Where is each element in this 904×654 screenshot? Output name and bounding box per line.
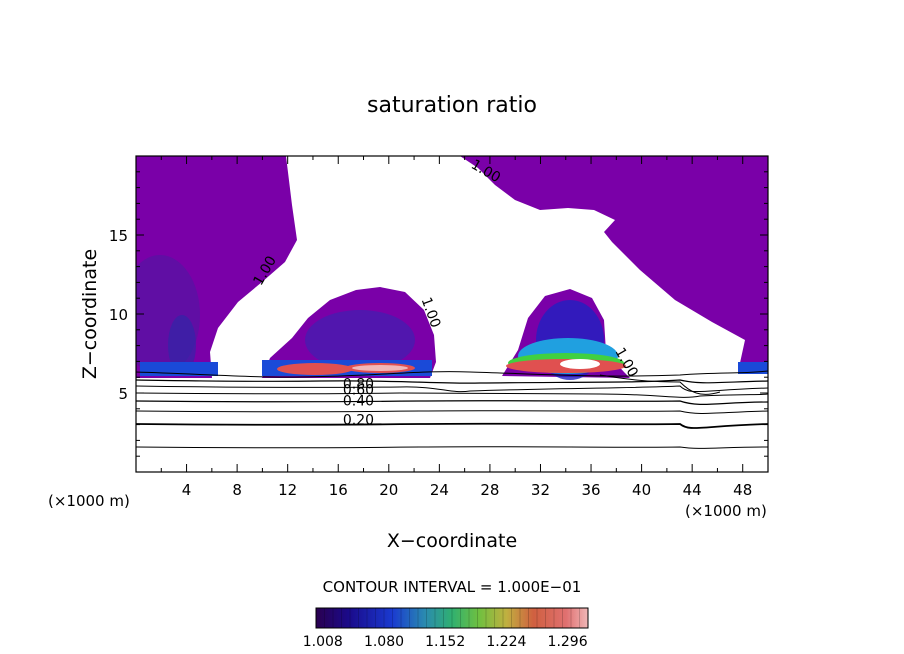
x-tick-label: 20 — [379, 481, 398, 499]
contour-interval-text: CONTOUR INTERVAL = 1.000E−01 — [323, 578, 582, 596]
x-tick-label: 36 — [581, 481, 600, 499]
saturated-region-right — [460, 156, 768, 372]
cloud-core-1 — [305, 310, 415, 370]
x-tick-label: 24 — [430, 481, 449, 499]
x-tick-label: 12 — [278, 481, 297, 499]
colorbar — [315, 607, 589, 629]
x-tick-label: 16 — [329, 481, 348, 499]
colorbar-ticks: 1.008 1.080 1.152 1.224 1.296 — [303, 608, 588, 650]
y-axis: 5 10 15 — [109, 171, 768, 457]
cloud-core-1 — [277, 363, 353, 375]
contour-label: 0.40 — [343, 394, 374, 410]
x-tick-label: 32 — [531, 481, 550, 499]
x-tick-label: 48 — [733, 481, 752, 499]
region-shading — [738, 362, 768, 374]
contour-label: 0.80 — [343, 376, 374, 392]
x-tick-label: 4 — [182, 481, 192, 499]
cloud-core-2 — [560, 359, 600, 369]
colorbar-tick-label: 1.296 — [548, 634, 588, 650]
x-unit-left: (×1000 m) — [48, 492, 130, 510]
cloud-core-1 — [352, 365, 408, 371]
x-tick-label: 44 — [683, 481, 702, 499]
colorbar-tick-label: 1.224 — [486, 634, 526, 650]
colorbar-tick-label: 1.152 — [425, 634, 465, 650]
x-tick-label: 40 — [632, 481, 651, 499]
contour-lines — [136, 370, 768, 449]
x-axis: 4 8 12 16 20 24 28 32 36 40 44 48 — [160, 156, 752, 499]
x-tick-label: 8 — [232, 481, 242, 499]
colorbar-tick-label: 1.008 — [303, 634, 343, 650]
colorbar-tick-label: 1.080 — [364, 634, 404, 650]
x-tick-label: 28 — [480, 481, 499, 499]
y-axis-label: Z−coordinate — [79, 249, 101, 379]
contour-label: 0.20 — [343, 413, 374, 429]
chart-title: saturation ratio — [367, 93, 537, 118]
y-tick-label: 15 — [109, 227, 128, 245]
x-axis-label: X−coordinate — [387, 530, 517, 552]
contour-label: 0.60 — [343, 383, 374, 399]
y-tick-label: 10 — [109, 306, 128, 324]
region-shading — [168, 315, 196, 375]
y-tick-label: 5 — [118, 385, 128, 403]
x-unit-right: (×1000 m) — [685, 502, 767, 520]
plot-area — [136, 156, 768, 449]
